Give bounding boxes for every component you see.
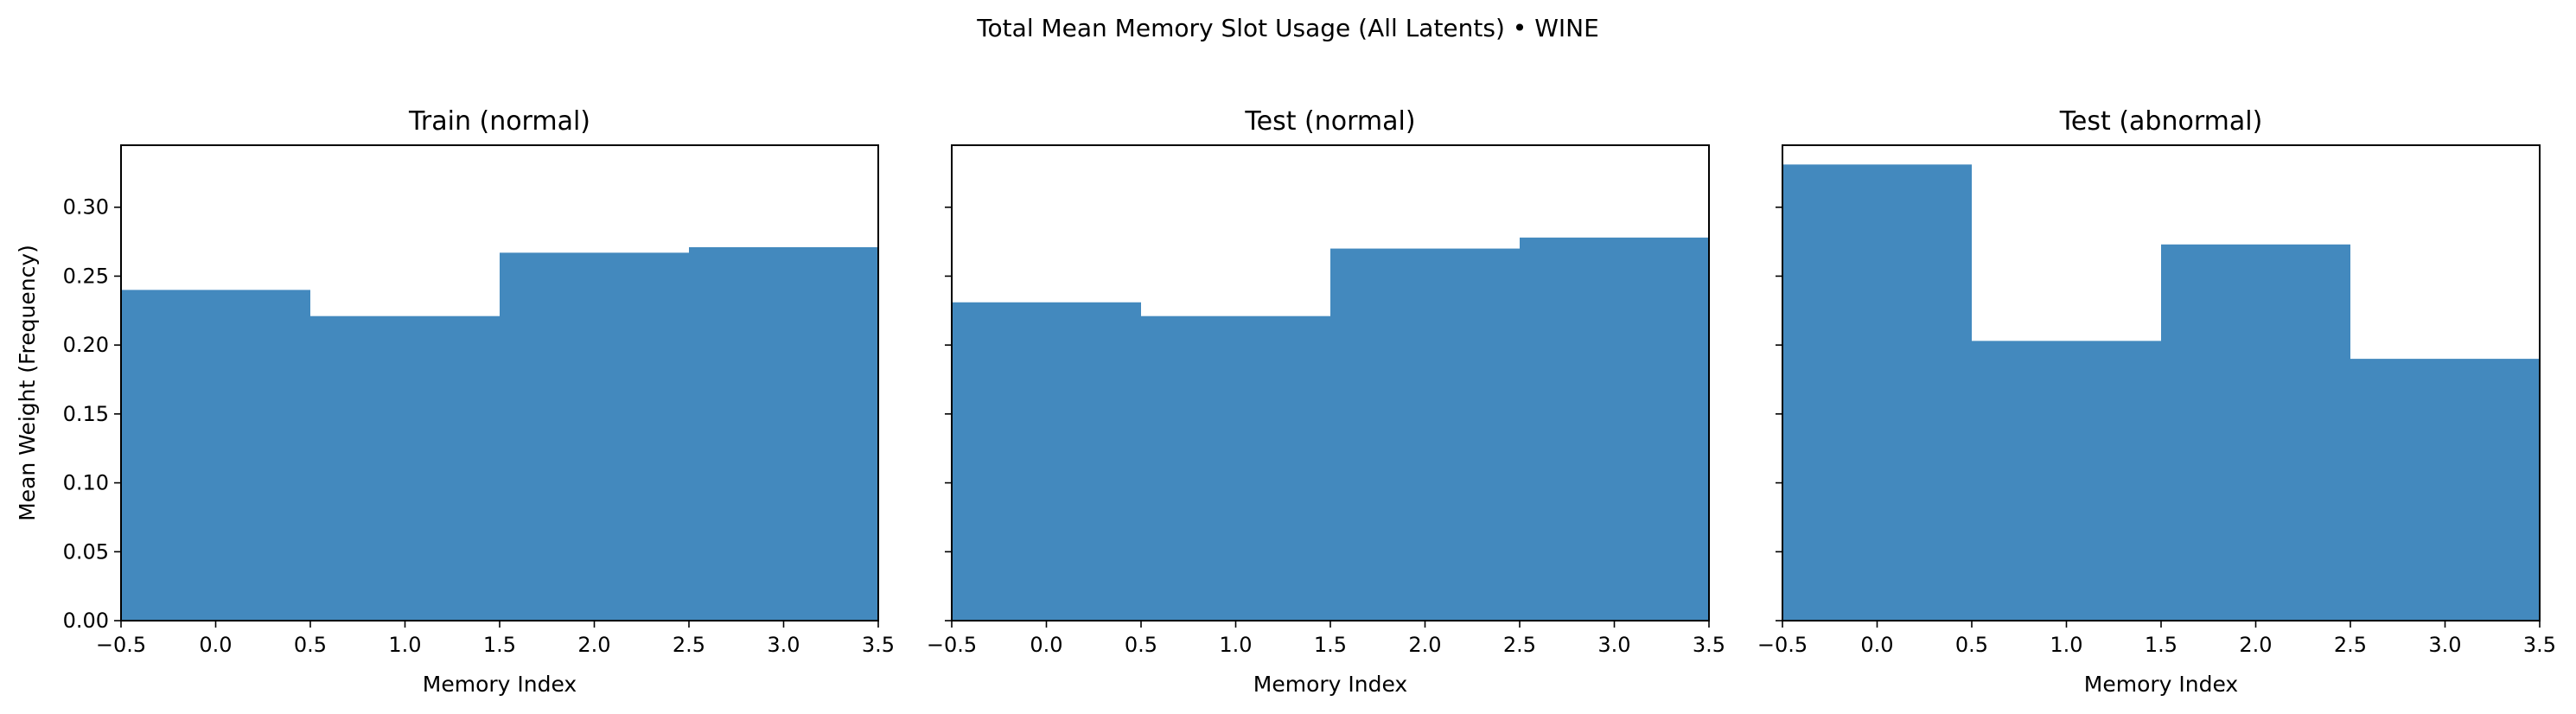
bar-3 bbox=[689, 246, 878, 621]
y-tick-label: 0.30 bbox=[63, 195, 109, 220]
x-axis-label: Memory Index bbox=[2084, 672, 2238, 697]
y-tick-label: 0.15 bbox=[63, 402, 109, 426]
x-axis-label: Memory Index bbox=[423, 672, 577, 697]
y-tick-label: 0.05 bbox=[63, 539, 109, 564]
bar-2 bbox=[500, 252, 689, 621]
x-tick-label: 0.0 bbox=[1860, 633, 1893, 657]
x-tick-label: 3.0 bbox=[767, 633, 800, 657]
x-tick-label: 1.5 bbox=[1314, 633, 1347, 657]
bar-0 bbox=[121, 290, 310, 621]
x-tick-label: 0.5 bbox=[1125, 633, 1157, 657]
x-tick-label: 0.5 bbox=[294, 633, 327, 657]
x-tick-label: 3.0 bbox=[2428, 633, 2461, 657]
y-tick-label: 0.20 bbox=[63, 333, 109, 357]
x-tick-label: 2.5 bbox=[2334, 633, 2367, 657]
bar-2 bbox=[1330, 248, 1520, 621]
x-tick-label: 2.5 bbox=[673, 633, 705, 657]
bar-3 bbox=[1520, 237, 1709, 621]
y-tick-label: 0.10 bbox=[63, 471, 109, 495]
subplot-1: −0.5 0.0 0.5 1.0 1.5 2.0 2.5 3.0 3.5 0.00 0.05 0.10… bbox=[15, 106, 895, 697]
x-tick-label: 0.0 bbox=[1030, 633, 1062, 657]
bar-0 bbox=[1782, 164, 1972, 621]
y-tick-label: 0.00 bbox=[63, 609, 109, 633]
y-tick-label: 0.25 bbox=[63, 264, 109, 288]
y-axis-label: Mean Weight (Frequency) bbox=[15, 245, 40, 521]
x-tick-label: 0.0 bbox=[199, 633, 232, 657]
x-tick-label: 1.0 bbox=[2050, 633, 2082, 657]
figure-suptitle: Total Mean Memory Slot Usage (All Latent… bbox=[976, 14, 1599, 42]
x-tick-label: 3.5 bbox=[1693, 633, 1725, 657]
bar-1 bbox=[310, 316, 500, 621]
x-tick-label: 2.0 bbox=[1408, 633, 1441, 657]
subplot-2: −0.5 0.0 0.5 1.0 1.5 2.0 2.5 3.0 3.5 Test (normal… bbox=[927, 106, 1725, 697]
bar-3 bbox=[2350, 359, 2540, 621]
subplot-title: Train (normal) bbox=[408, 106, 590, 137]
x-tick-label: −0.5 bbox=[927, 633, 977, 657]
x-tick-label: 3.0 bbox=[1597, 633, 1630, 657]
x-tick-label: −0.5 bbox=[96, 633, 146, 657]
x-tick-label: 2.0 bbox=[2239, 633, 2272, 657]
x-tick-label: 0.5 bbox=[1955, 633, 1988, 657]
x-axis-label: Memory Index bbox=[1253, 672, 1407, 697]
x-tick-label: 2.0 bbox=[577, 633, 610, 657]
x-tick-label: 3.5 bbox=[2523, 633, 2556, 657]
x-tick-label: 3.5 bbox=[862, 633, 895, 657]
x-tick-label: 1.5 bbox=[483, 633, 516, 657]
subplot-title: Test (normal) bbox=[1244, 106, 1415, 137]
subplot-3: −0.5 0.0 0.5 1.0 1.5 2.0 2.5 3.0 3.5 Test (abnorm… bbox=[1757, 106, 2556, 697]
x-tick-label: −0.5 bbox=[1757, 633, 1808, 657]
subplot-title: Test (abnormal) bbox=[2059, 106, 2263, 137]
x-tick-label: 1.5 bbox=[2145, 633, 2177, 657]
bar-2 bbox=[2161, 244, 2350, 621]
bar-0 bbox=[952, 302, 1141, 621]
bar-1 bbox=[1972, 341, 2161, 621]
bar-1 bbox=[1141, 316, 1330, 621]
x-tick-label: 1.0 bbox=[388, 633, 421, 657]
x-tick-label: 1.0 bbox=[1219, 633, 1252, 657]
x-tick-label: 2.5 bbox=[1503, 633, 1536, 657]
